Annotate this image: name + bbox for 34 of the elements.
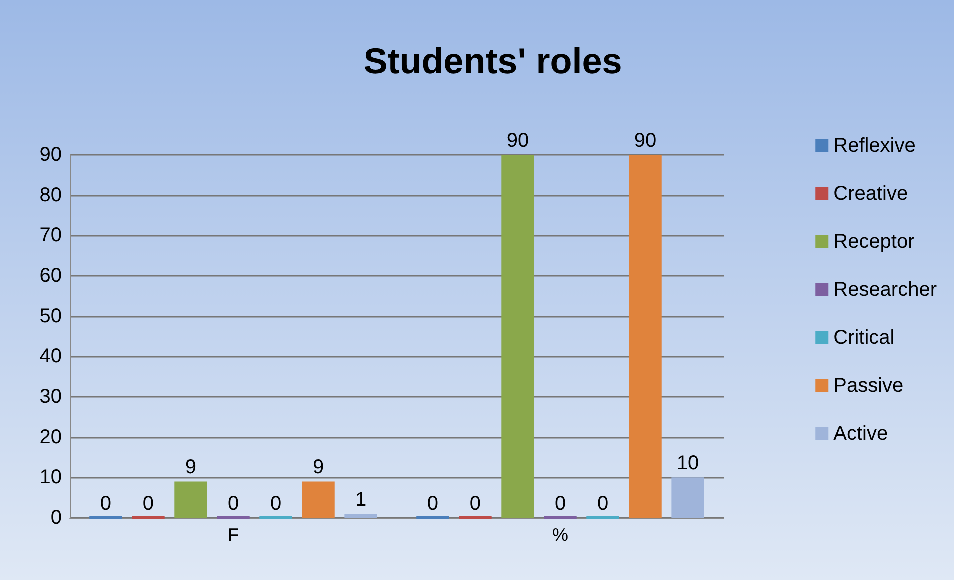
legend-label: Critical <box>834 327 895 349</box>
y-tick-label: 40 <box>40 346 62 368</box>
y-tick-label: 90 <box>40 144 62 166</box>
y-tick-label: 30 <box>40 386 62 408</box>
data-label: 0 <box>142 493 154 515</box>
data-label: 0 <box>270 493 282 515</box>
data-label: 0 <box>427 493 439 515</box>
y-tick-label: 70 <box>40 224 62 247</box>
x-tick-label: F <box>228 525 239 545</box>
legend-label: Active <box>834 423 888 445</box>
data-label: 0 <box>100 493 112 515</box>
data-label: 0 <box>597 493 609 515</box>
legend-label: Reflexive <box>834 135 916 157</box>
y-tick-label: 50 <box>40 305 62 328</box>
legend-label: Receptor <box>834 231 916 253</box>
data-label: 0 <box>554 493 566 515</box>
chart-title: Students' roles <box>364 40 622 82</box>
y-tick-label: 0 <box>50 507 62 529</box>
data-label: 90 <box>506 130 530 152</box>
data-label: 9 <box>185 456 197 479</box>
legend-label: Creative <box>834 183 908 205</box>
x-tick-label: % <box>552 525 569 545</box>
data-label: 9 <box>312 456 324 479</box>
y-tick-label: 60 <box>40 265 62 287</box>
y-tick-label: 80 <box>40 184 62 206</box>
data-label: 0 <box>470 493 482 515</box>
data-label: 90 <box>634 130 657 152</box>
data-label: 1 <box>355 488 367 511</box>
y-tick-label: 10 <box>40 466 62 489</box>
data-label: 0 <box>228 493 240 515</box>
legend-label: Passive <box>834 375 904 397</box>
legend-label: Researcher <box>834 279 938 301</box>
data-label: 10 <box>676 452 700 475</box>
y-tick-label: 20 <box>40 426 62 448</box>
